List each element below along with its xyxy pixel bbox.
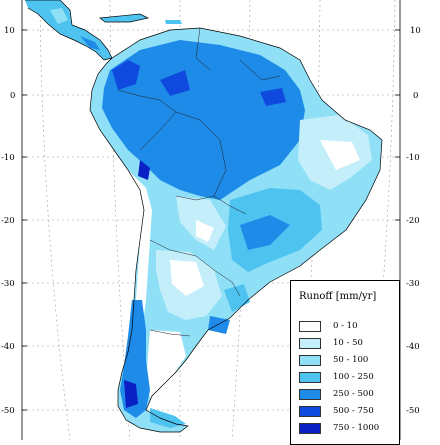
coastlines xyxy=(25,0,383,433)
lat-labels-right: 10 0 -10 -20 -30 -40 -50 xyxy=(406,26,421,416)
lat-label-minus20: -20 xyxy=(1,216,15,226)
lat-label-minus30: -30 xyxy=(1,279,15,289)
lat-label-10: 10 xyxy=(4,26,15,36)
legend-swatch xyxy=(299,355,321,366)
lat-label-right-0: 0 xyxy=(413,91,418,101)
amazon-core xyxy=(102,40,305,200)
legend-item: 50 - 100 xyxy=(299,355,395,367)
lat-label-right-minus50: -50 xyxy=(406,406,420,416)
lat-label-minus50: -50 xyxy=(1,406,15,416)
legend-label: 100 - 250 xyxy=(333,372,374,382)
legend-label: 10 - 50 xyxy=(333,338,363,348)
lat-label-minus10: -10 xyxy=(1,153,15,163)
legend-item: 10 - 50 xyxy=(299,338,395,350)
lat-label-minus40: -40 xyxy=(1,342,15,352)
legend-swatch xyxy=(299,423,321,434)
legend: Runoff [mm/yr] 0 - 10 10 - 50 50 - 100 100 … xyxy=(290,280,400,445)
legend-label: 0 - 10 xyxy=(333,321,358,331)
lat-label-right-minus20: -20 xyxy=(406,216,420,226)
frame xyxy=(21,0,401,440)
legend-label: 50 - 100 xyxy=(333,355,369,365)
lat-label-right-minus40: -40 xyxy=(406,342,420,352)
lat-label-0: 0 xyxy=(10,91,15,101)
lat-labels-left: 10 0 -10 -20 -30 -40 -50 xyxy=(1,26,15,416)
lat-label-right-minus10: -10 xyxy=(406,153,420,163)
legend-swatch xyxy=(299,389,321,400)
legend-swatch xyxy=(299,372,321,383)
legend-item: 100 - 250 xyxy=(299,372,395,384)
legend-item: 250 - 500 xyxy=(299,389,395,401)
legend-swatch xyxy=(299,406,321,417)
legend-label: 250 - 500 xyxy=(333,389,374,399)
lat-label-right-10: 10 xyxy=(410,26,421,36)
legend-label: 750 - 1000 xyxy=(333,423,380,433)
legend-item: 750 - 1000 xyxy=(299,423,395,435)
legend-swatch xyxy=(299,338,321,349)
legend-item: 0 - 10 xyxy=(299,321,395,333)
legend-item: 500 - 750 xyxy=(299,406,395,418)
land xyxy=(25,0,382,432)
patagonia xyxy=(146,330,186,398)
legend-swatch xyxy=(299,321,321,332)
atacama-desert xyxy=(128,170,152,330)
legend-title: Runoff [mm/yr] xyxy=(299,291,377,302)
country-borders xyxy=(117,27,281,337)
lat-label-right-minus30: -30 xyxy=(406,279,420,289)
legend-label: 500 - 750 xyxy=(333,406,374,416)
caribbean-islands xyxy=(100,14,148,22)
